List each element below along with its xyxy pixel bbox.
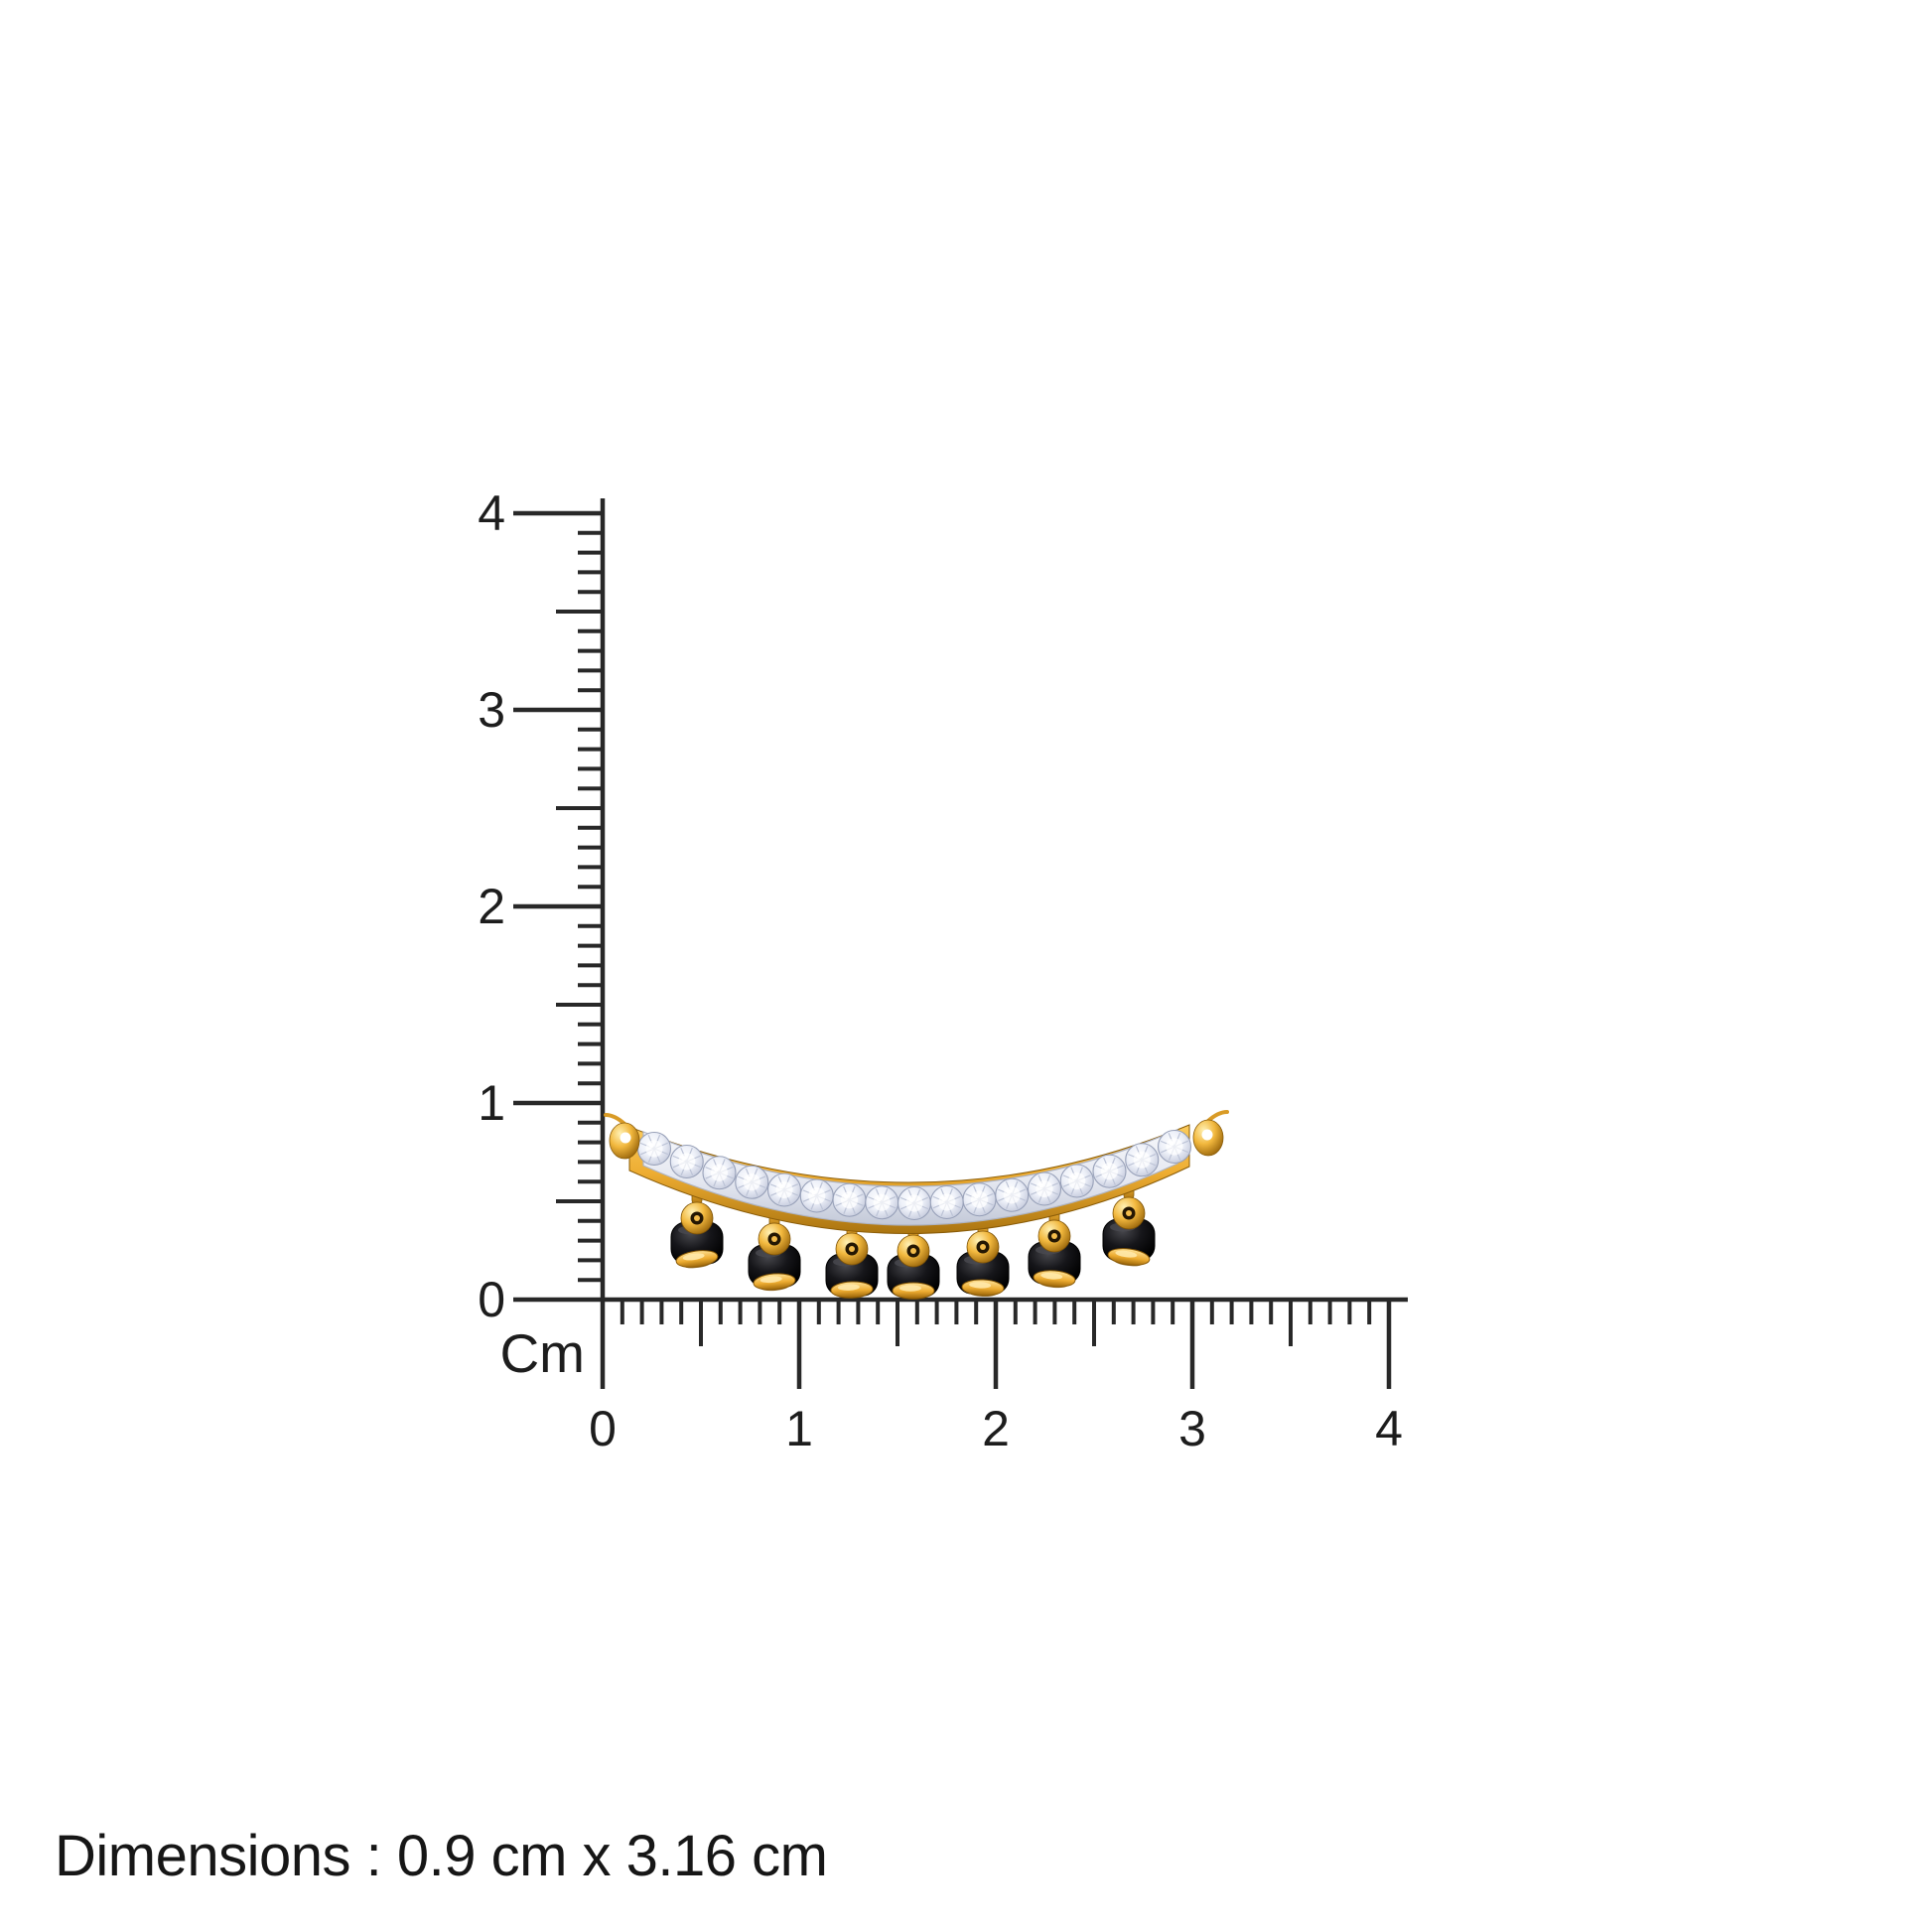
bead-drop-5 [956, 1230, 1010, 1298]
bead-cap [675, 1250, 719, 1269]
diamond [636, 1131, 672, 1167]
diamond [1059, 1164, 1094, 1198]
diamond [962, 1182, 997, 1217]
bead-drop-4 [887, 1234, 940, 1300]
horizontal-ruler-label-0: 0 [589, 1401, 617, 1456]
diamond-row [636, 1129, 1192, 1221]
vertical-ruler-label-2: 2 [478, 879, 505, 934]
bead-drop-1 [670, 1201, 724, 1269]
horizontal-ruler-label-4: 4 [1375, 1401, 1403, 1456]
diamond [702, 1156, 737, 1190]
diamond [832, 1182, 867, 1217]
diamond [1027, 1172, 1062, 1206]
bead-cap [830, 1281, 874, 1300]
vertical-ruler-label-0: 0 [478, 1272, 505, 1327]
diamond [1125, 1143, 1160, 1177]
bead-drop-6 [1028, 1219, 1081, 1289]
horizontal-ruler [600, 1297, 1408, 1389]
jewelry-pendant [604, 1110, 1229, 1300]
bead-cap [1033, 1270, 1076, 1289]
horizontal-ruler-label-2: 2 [982, 1401, 1010, 1456]
left-hook [604, 1113, 640, 1160]
dimensions-caption: Dimensions : 0.9 cm x 3.16 cm [55, 1824, 828, 1888]
horizontal-ruler-label-3: 3 [1178, 1401, 1206, 1456]
diamond [735, 1165, 769, 1199]
bead-drop-3 [825, 1232, 879, 1300]
bead-drop-7 [1102, 1196, 1156, 1267]
diamond [929, 1184, 964, 1220]
right-hook [1192, 1110, 1229, 1157]
bead-cap [892, 1282, 935, 1300]
diamond [799, 1178, 834, 1213]
diamond [897, 1185, 932, 1221]
diamond [766, 1173, 802, 1207]
diamond [1092, 1154, 1127, 1188]
vertical-ruler-label-1: 1 [478, 1075, 505, 1131]
unit-label: Cm [499, 1322, 585, 1384]
diamond [865, 1185, 899, 1220]
bead-cap [961, 1279, 1005, 1298]
horizontal-ruler-label-1: 1 [785, 1401, 813, 1456]
diamond [669, 1144, 704, 1179]
vertical-ruler-label-3: 3 [478, 682, 505, 738]
vertical-ruler-label-4: 4 [478, 485, 505, 541]
bead-cap [1107, 1248, 1151, 1267]
diamond [995, 1177, 1030, 1212]
diamond [1157, 1129, 1192, 1165]
bead-drop-2 [748, 1222, 801, 1292]
vertical-ruler [513, 498, 606, 1303]
bead-cap [753, 1273, 796, 1292]
